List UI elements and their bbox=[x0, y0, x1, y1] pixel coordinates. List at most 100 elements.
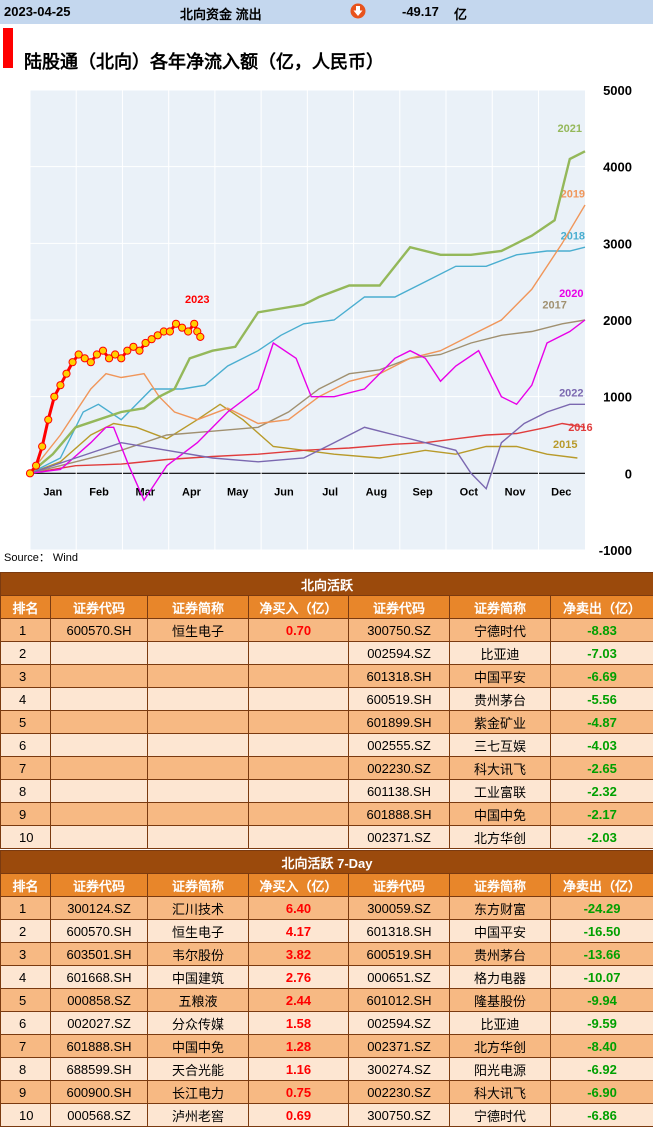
table-cell: 603501.SH bbox=[50, 942, 148, 966]
table-cell: 8 bbox=[0, 1057, 51, 1081]
table-cell: 天合光能 bbox=[147, 1057, 249, 1081]
table-cell: 0.70 bbox=[248, 618, 349, 642]
table-section-title: 北向活跃 7-Day bbox=[0, 850, 653, 874]
table-cell bbox=[50, 664, 148, 688]
table-cell: 北方华创 bbox=[449, 825, 551, 849]
table-cell: 600570.SH bbox=[50, 919, 148, 943]
table-cell: 002555.SZ bbox=[348, 733, 450, 757]
table-row: 5 601899.SH 紫金矿业 -4.87 bbox=[0, 710, 653, 734]
table-cell: 6.40 bbox=[248, 896, 349, 920]
data-point-2023 bbox=[38, 442, 47, 451]
table-cell: 3 bbox=[0, 942, 51, 966]
data-point-2023 bbox=[184, 327, 193, 336]
table-cell: 601012.SH bbox=[348, 988, 450, 1012]
table-cell: 宁德时代 bbox=[449, 1103, 551, 1127]
table-cell bbox=[147, 756, 249, 780]
table-cell bbox=[147, 710, 249, 734]
table-cell bbox=[248, 733, 349, 757]
table-cell: 300274.SZ bbox=[348, 1057, 450, 1081]
table-cell: 中国建筑 bbox=[147, 965, 249, 989]
table-cell: 6 bbox=[0, 733, 51, 757]
table-cell: 5 bbox=[0, 988, 51, 1012]
data-point-2023 bbox=[117, 354, 126, 363]
table-cell bbox=[50, 710, 148, 734]
table-cell: 000858.SZ bbox=[50, 988, 148, 1012]
table-cell: 601318.SH bbox=[348, 919, 450, 943]
table-cell: -10.07 bbox=[549, 965, 653, 989]
header-date: 2023-04-25 bbox=[4, 4, 71, 19]
northbound-7day-table: 北向活跃 7-Day 排名 证券代码 证券简称 净买入（亿） 证券代码 证券简称 净卖出（亿）… bbox=[0, 850, 653, 1127]
data-point-2023 bbox=[196, 332, 205, 341]
data-point-2023 bbox=[153, 331, 162, 340]
chart-title: 陆股通（北向）各年净流入额（亿，人民币） bbox=[24, 52, 384, 73]
table-cell: 000568.SZ bbox=[50, 1103, 148, 1127]
table-cell: 1 bbox=[0, 618, 51, 642]
series-line-2022 bbox=[29, 403, 585, 491]
table-cell: 三七互娱 bbox=[449, 733, 551, 757]
table-cell: 6 bbox=[0, 1011, 51, 1035]
header-label: 北向资金 流出 bbox=[180, 7, 262, 22]
table-cell bbox=[248, 664, 349, 688]
table-cell: 隆基股份 bbox=[449, 988, 551, 1012]
table-cell: 科大讯飞 bbox=[449, 1080, 551, 1104]
table-cell: 1 bbox=[0, 896, 51, 920]
data-point-2023 bbox=[111, 350, 120, 359]
table-cell: 2.76 bbox=[248, 965, 349, 989]
data-point-2023 bbox=[177, 323, 187, 332]
data-point-2023 bbox=[129, 342, 138, 351]
x-tick-label: Jul bbox=[322, 486, 338, 498]
table-cell: 4 bbox=[0, 687, 51, 711]
series-label-2023: 2023 bbox=[185, 294, 209, 306]
data-point-2023 bbox=[135, 346, 144, 355]
table-cell: -8.83 bbox=[549, 618, 653, 642]
table-cell: 0.75 bbox=[248, 1080, 349, 1104]
table-row: 8 601138.SH 工业富联 -2.32 bbox=[0, 779, 653, 803]
column-header: 排名 bbox=[0, 873, 51, 897]
header-value: -49.17 bbox=[402, 4, 439, 19]
table-cell: 工业富联 bbox=[449, 779, 551, 803]
table-cell: 宁德时代 bbox=[449, 618, 551, 642]
table-cell: 中国平安 bbox=[449, 919, 551, 943]
table-row: 3 601318.SH 中国平安 -6.69 bbox=[0, 664, 653, 688]
table-cell: -5.56 bbox=[549, 687, 653, 711]
table-row: 9 600900.SH 长江电力 0.75 002230.SZ 科大讯飞 -6.90 bbox=[0, 1080, 653, 1104]
table-cell: 恒生电子 bbox=[147, 618, 249, 642]
data-point-2023 bbox=[44, 415, 53, 424]
table-cell: 601888.SH bbox=[348, 802, 450, 826]
x-tick-label: Jan bbox=[43, 486, 62, 498]
data-point-2023 bbox=[56, 381, 65, 390]
x-tick-label: Apr bbox=[182, 486, 202, 498]
data-point-2023 bbox=[25, 469, 35, 478]
data-point-2023 bbox=[62, 369, 71, 378]
table-cell: 600900.SH bbox=[50, 1080, 148, 1104]
series-line-2021 bbox=[29, 150, 586, 475]
series-label-2018: 2018 bbox=[561, 231, 585, 243]
table-cell: -7.03 bbox=[549, 641, 653, 665]
table-cell: -6.86 bbox=[549, 1103, 653, 1127]
column-header: 证券简称 bbox=[147, 595, 249, 619]
column-header: 净买入（亿） bbox=[248, 873, 349, 897]
data-point-2023 bbox=[68, 358, 77, 367]
table-row: 7 601888.SH 中国中免 1.28 002371.SZ 北方华创 -8.40 bbox=[0, 1034, 653, 1058]
table-cell: 长江电力 bbox=[147, 1080, 249, 1104]
series-label-2020: 2020 bbox=[559, 288, 583, 300]
table-section-title-row: 北向活跃 7-Day bbox=[0, 850, 653, 874]
table-header-row: 排名 证券代码 证券简称 净买入（亿） 证券代码 证券简称 净卖出（亿） bbox=[0, 873, 653, 897]
table-cell: -9.59 bbox=[549, 1011, 653, 1035]
table-cell bbox=[147, 779, 249, 803]
data-point-2023 bbox=[98, 346, 108, 355]
series-label-2022: 2022 bbox=[559, 388, 583, 400]
series-line-2015 bbox=[29, 403, 578, 474]
table-cell: -6.92 bbox=[549, 1057, 653, 1081]
table-cell bbox=[50, 687, 148, 711]
table-cell: 比亚迪 bbox=[449, 641, 551, 665]
data-point-2023 bbox=[86, 358, 95, 367]
table-cell: 002594.SZ bbox=[348, 641, 450, 665]
source-note: Source： Wind bbox=[4, 552, 78, 564]
header-unit: 亿 bbox=[454, 7, 468, 22]
table-cell: 泸州老窖 bbox=[147, 1103, 249, 1127]
table-row: 6 002027.SZ 分众传媒 1.58 002594.SZ 比亚迪 -9.59 bbox=[0, 1011, 653, 1035]
series-line-2017 bbox=[29, 319, 586, 474]
northbound-active-table: 北向活跃 排名 证券代码 证券简称 净买入（亿） 证券代码 证券简称 净卖出（亿） 1 60057… bbox=[0, 572, 653, 849]
table-cell: 汇川技术 bbox=[147, 896, 249, 920]
